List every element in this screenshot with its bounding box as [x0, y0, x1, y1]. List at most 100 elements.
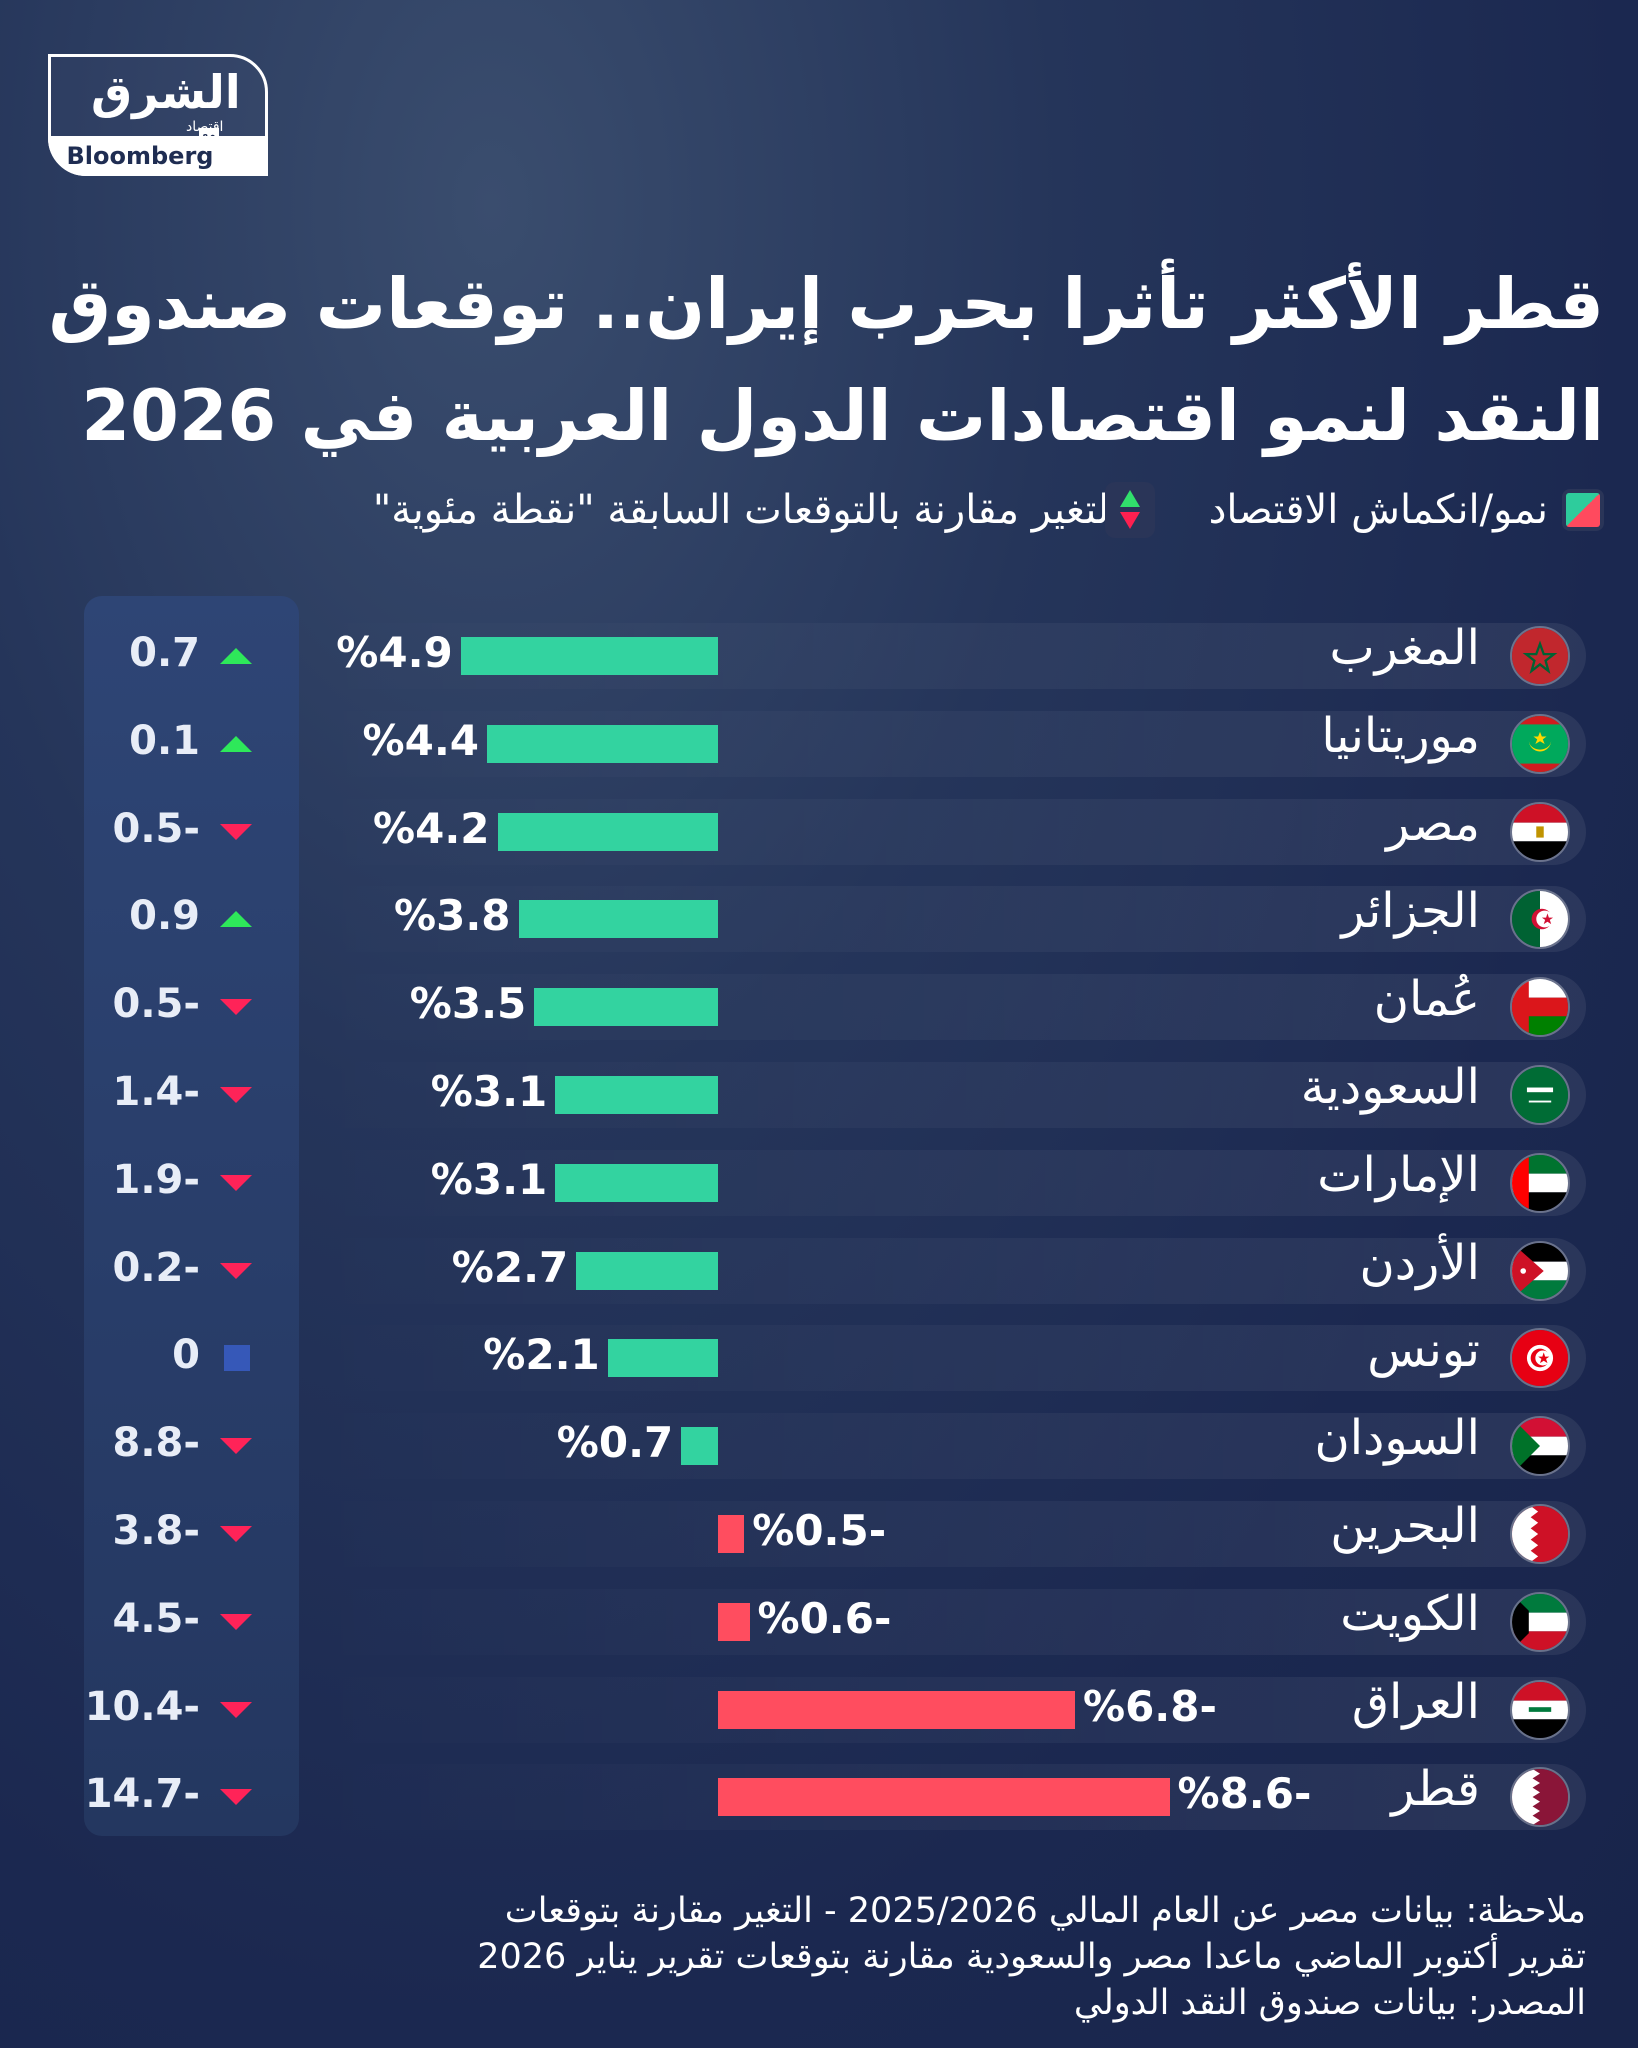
growth-label: %0.7 — [556, 1418, 674, 1468]
saudi-flag-icon — [1510, 1065, 1570, 1125]
tunisia-flag-icon — [1510, 1328, 1570, 1389]
change-label: 0.2- — [112, 1244, 200, 1291]
footnote-line-2: تقرير أكتوبر الماضي ماعدا مصر والسعودية … — [477, 1937, 1586, 1977]
country-name: السعودية — [1300, 1059, 1480, 1115]
egypt-flag-icon — [1510, 801, 1570, 862]
growth-bar — [718, 1778, 1170, 1817]
change-label: 8.8- — [112, 1420, 200, 1467]
legend: نمو/انكماش الاقتصاد التغير مقارنة بالتوق… — [373, 482, 1604, 538]
iraq-flag-icon — [1510, 1679, 1570, 1740]
growth-label: %6.8- — [1083, 1681, 1217, 1731]
growth-bar — [487, 724, 718, 763]
down-arrow-icon — [220, 1701, 252, 1718]
down-arrow-icon — [220, 1174, 252, 1191]
row-band — [300, 886, 1586, 953]
up-arrow-icon — [220, 648, 252, 664]
jordan-flag-icon — [1510, 1240, 1570, 1301]
growth-bar — [718, 1515, 745, 1553]
growth-bar — [497, 812, 718, 851]
row-band — [300, 974, 1586, 1041]
growth-label: %3.5 — [409, 979, 527, 1029]
change-label: 0.7 — [129, 630, 200, 676]
brand-logo: الشرق اقتصاد مع Bloomberg — [48, 54, 268, 176]
row-band — [300, 1325, 1586, 1392]
growth-label: %2.7 — [451, 1242, 569, 1292]
down-arrow-icon — [220, 1526, 252, 1542]
legend-growth-label: نمو/انكماش الاقتصاد — [1208, 487, 1548, 533]
growth-bar — [681, 1427, 718, 1466]
country-name: الجزائر — [1341, 883, 1480, 940]
change-label: 10.4- — [84, 1683, 200, 1730]
change-label: 0.1 — [129, 717, 200, 764]
change-label: 14.7- — [84, 1771, 200, 1818]
growth-bar — [518, 900, 718, 939]
row-band — [300, 1501, 1586, 1567]
down-arrow-icon — [220, 1087, 252, 1103]
change-label: 3.8- — [112, 1508, 200, 1554]
oman-flag-icon — [1510, 977, 1570, 1038]
country-name: البحرين — [1330, 1498, 1480, 1554]
country-name: الأردن — [1359, 1234, 1480, 1291]
country-name: موريتانيا — [1321, 707, 1480, 764]
flat-square-icon — [224, 1345, 250, 1372]
growth-bar — [460, 637, 718, 675]
change-panel — [84, 596, 299, 1836]
country-name: مصر — [1386, 795, 1480, 852]
row-band — [300, 1062, 1586, 1128]
growth-label: %3.1 — [430, 1067, 548, 1116]
logo-partner-text: Bloomberg — [66, 142, 214, 170]
change-label: 0.5- — [112, 981, 200, 1028]
footnote: ملاحظة: بيانات مصر عن العام المالي 2025/… — [186, 1888, 1586, 2026]
country-name: عُمان — [1373, 971, 1480, 1028]
down-arrow-icon — [220, 823, 252, 840]
sudan-flag-icon — [1510, 1416, 1570, 1477]
kuwait-flag-icon — [1510, 1591, 1570, 1652]
growth-bar — [718, 1602, 750, 1641]
down-arrow-icon — [220, 1789, 252, 1806]
row-band — [300, 1149, 1586, 1216]
change-label: 0 — [172, 1332, 200, 1379]
change-label: 1.9- — [112, 1156, 200, 1203]
growth-label: %4.2 — [373, 803, 490, 853]
growth-label: %2.1 — [483, 1330, 600, 1380]
country-name: قطر — [1391, 1761, 1480, 1818]
change-label: 4.5- — [112, 1595, 200, 1642]
logo-brand-text: الشرق — [91, 65, 243, 119]
change-label: 1.4- — [112, 1069, 200, 1115]
change-label: 0.5- — [112, 805, 200, 852]
growth-label: %4.4 — [362, 715, 479, 765]
up-arrow-icon — [220, 911, 252, 928]
down-arrow-icon — [220, 999, 252, 1016]
legend-change-icon — [1104, 482, 1155, 538]
legend-change-label: التغير مقارنة بالتوقعات السابقة "نقطة مئ… — [372, 487, 1121, 533]
growth-label: %8.6- — [1177, 1769, 1312, 1819]
country-name: الكويت — [1340, 1585, 1480, 1642]
row-band — [300, 1237, 1586, 1304]
legend-growth-icon — [1562, 489, 1604, 531]
country-name: المغرب — [1329, 620, 1480, 676]
down-arrow-icon — [220, 1613, 252, 1630]
growth-label: %0.5- — [752, 1506, 887, 1555]
algeria-flag-icon — [1510, 889, 1570, 950]
growth-label: %3.1 — [430, 1154, 548, 1204]
country-name: العراق — [1351, 1673, 1480, 1730]
down-arrow-icon — [220, 1262, 252, 1279]
country-name: الإمارات — [1317, 1146, 1480, 1203]
growth-bar — [576, 1251, 718, 1290]
growth-label: %0.6- — [757, 1593, 892, 1643]
growth-bar — [607, 1339, 718, 1378]
change-label: 0.9 — [129, 893, 200, 940]
growth-label: %4.9 — [336, 628, 453, 677]
bahrain-flag-icon — [1510, 1504, 1570, 1564]
growth-bar — [718, 1690, 1075, 1729]
footnote-line-1: ملاحظة: بيانات مصر عن العام المالي 2025/… — [504, 1891, 1586, 1931]
row-band — [300, 1413, 1586, 1480]
mauritania-flag-icon — [1510, 713, 1570, 774]
growth-bar — [555, 1163, 718, 1202]
morocco-flag-icon — [1510, 626, 1570, 686]
qatar-flag-icon — [1510, 1767, 1570, 1828]
growth-bar — [534, 988, 718, 1027]
down-arrow-icon — [220, 1438, 252, 1455]
logo-partner: Bloomberg — [48, 136, 268, 176]
row-band — [300, 1588, 1586, 1655]
